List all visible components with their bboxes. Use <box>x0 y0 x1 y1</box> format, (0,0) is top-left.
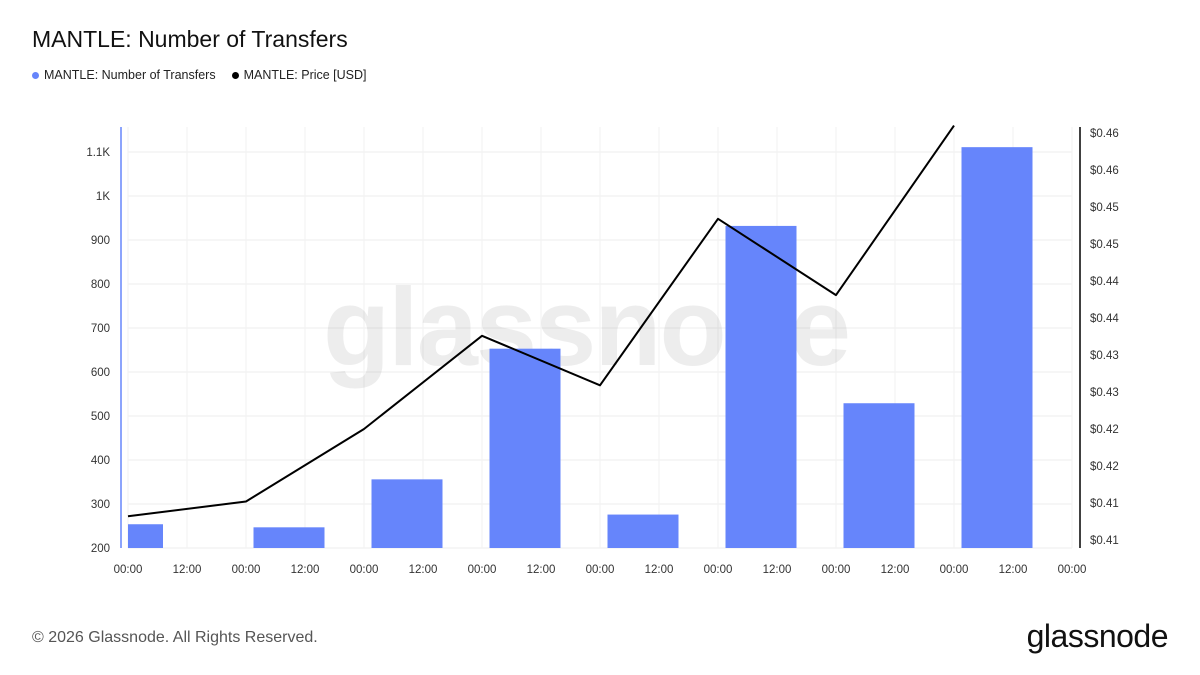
legend-item-price[interactable]: MANTLE: Price [USD] <box>231 68 367 82</box>
glassnode-logo[interactable]: glassnode <box>1026 618 1169 654</box>
x-tick-label: 00:00 <box>940 564 969 576</box>
y-right-tick-label: $0.42 <box>1090 424 1119 436</box>
bar-transfers[interactable] <box>489 348 561 548</box>
y-right-tick-label: $0.41 <box>1090 498 1119 510</box>
bar-transfers[interactable] <box>253 527 325 548</box>
copyright-text: © 2026 Glassnode. All Rights Reserved. <box>32 629 318 646</box>
page-title: MANTLE: Number of Transfers <box>32 26 348 52</box>
y-left-tick-label: 1K <box>96 191 110 203</box>
x-tick-label: 00:00 <box>232 564 261 576</box>
y-left-tick-label: 600 <box>91 367 110 379</box>
x-tick-label: 12:00 <box>999 564 1028 576</box>
line-price[interactable] <box>127 125 955 518</box>
x-tick-label: 00:00 <box>586 564 615 576</box>
bar-transfers[interactable] <box>128 524 163 548</box>
legend-dot-transfers <box>32 71 39 79</box>
y-right-tick-label: $0.44 <box>1090 276 1119 288</box>
y-right-tick-label: $0.45 <box>1090 202 1119 214</box>
bar-transfers[interactable] <box>371 479 443 548</box>
x-tick-label: 12:00 <box>645 564 674 576</box>
x-tick-label: 12:00 <box>409 564 438 576</box>
x-tick-label: 00:00 <box>468 564 497 576</box>
legend-label-price: MANTLE: Price [USD] <box>243 68 367 82</box>
x-tick-label: 12:00 <box>173 564 202 576</box>
x-tick-label: 00:00 <box>1058 564 1087 576</box>
y-right-tick-label: $0.44 <box>1090 313 1119 325</box>
bar-transfers[interactable] <box>961 147 1033 548</box>
y-right-tick-label: $0.43 <box>1090 387 1119 399</box>
y-left-tick-label: 300 <box>91 499 110 511</box>
y-right-tick-label: $0.46 <box>1090 165 1119 177</box>
y-left-tick-label: 500 <box>91 411 110 423</box>
bar-transfers[interactable] <box>607 514 679 548</box>
x-tick-label: 12:00 <box>527 564 556 576</box>
y-left-tick-label: 800 <box>91 279 110 291</box>
y-right-tick-label: $0.46 <box>1090 128 1119 140</box>
y-left-tick-label: 900 <box>91 235 110 247</box>
legend-item-transfers[interactable]: MANTLE: Number of Transfers <box>32 68 216 82</box>
y-right-tick-label: $0.45 <box>1090 239 1119 251</box>
legend-label-transfers: MANTLE: Number of Transfers <box>44 68 216 82</box>
y-left-tick-label: 1.1K <box>86 147 110 159</box>
x-tick-label: 00:00 <box>114 564 143 576</box>
y-left-tick-label: 700 <box>91 323 110 335</box>
x-tick-label: 00:00 <box>350 564 379 576</box>
y-right-tick-label: $0.43 <box>1090 350 1119 362</box>
bar-transfers[interactable] <box>725 225 797 549</box>
y-left-tick-label: 200 <box>91 543 110 555</box>
y-left-tick-label: 400 <box>91 455 110 467</box>
x-tick-label: 12:00 <box>291 564 320 576</box>
y-right-tick-label: $0.42 <box>1090 461 1119 473</box>
axis-layer: 200 300 400 500 600 700 800 900 1K 1.1K 00:00 12:00… <box>86 127 1119 576</box>
x-tick-label: 12:00 <box>881 564 910 576</box>
x-tick-label: 12:00 <box>763 564 792 576</box>
bar-layer <box>128 147 1033 549</box>
x-tick-label: 00:00 <box>822 564 851 576</box>
legend: MANTLE: Number of Transfers MANTLE: Pric… <box>32 68 367 82</box>
y-right-tick-label: $0.41 <box>1090 535 1119 547</box>
line-layer <box>127 125 955 518</box>
x-tick-label: 00:00 <box>704 564 733 576</box>
bar-transfers[interactable] <box>843 403 915 548</box>
legend-dot-price <box>231 71 239 79</box>
